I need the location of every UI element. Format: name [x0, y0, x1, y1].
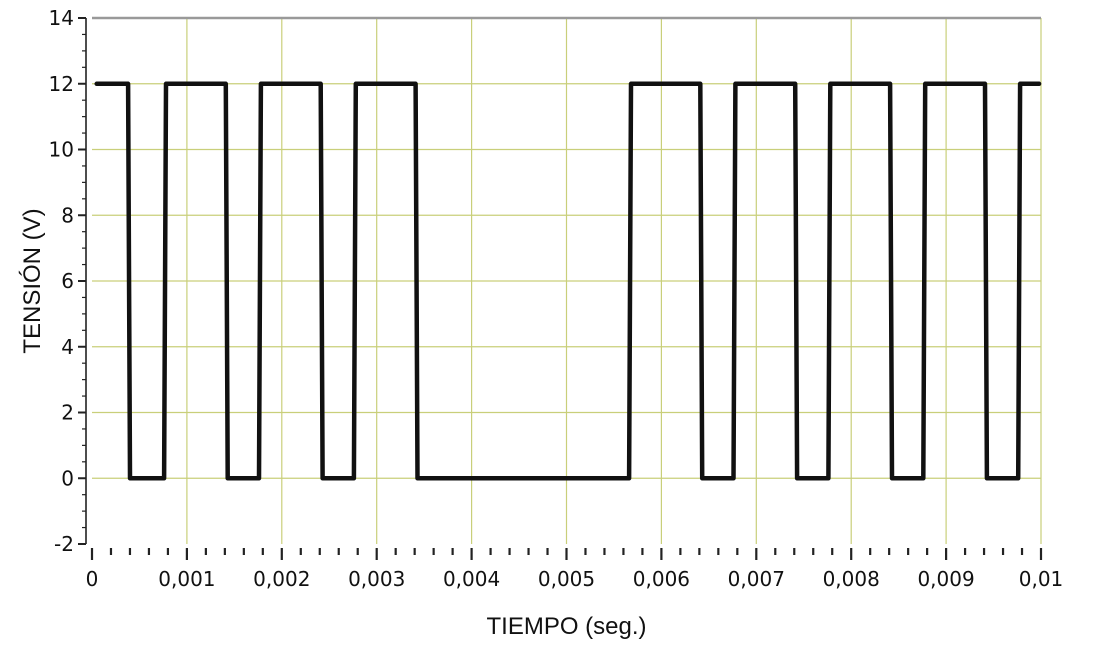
x-ticks: 0 0,001 0,002 0,003 0,004 0,005 0,006 0,007 0,00… — [86, 548, 1064, 591]
y-tick-label: -2 — [54, 532, 74, 556]
y-tick-label: 2 — [61, 401, 74, 425]
y-tick-label: 0 — [61, 466, 74, 490]
y-tick-label: 14 — [49, 6, 74, 30]
x-tick-label: 0 — [86, 567, 99, 591]
x-axis-title: TIEMPO (seg.) — [486, 613, 646, 640]
y-tick-label: 4 — [61, 335, 74, 359]
x-tick-label: 0,007 — [728, 567, 785, 591]
x-tick-label: 0,01 — [1019, 567, 1064, 591]
voltage-series-line — [94, 81, 1042, 481]
x-tick-label: 0,008 — [823, 567, 880, 591]
y-tick-label: 8 — [61, 203, 74, 227]
y-tick-label: 12 — [49, 72, 74, 96]
x-tick-label: 0,002 — [253, 567, 310, 591]
grid-lines — [92, 18, 1042, 544]
y-ticks: -2 0 2 4 6 8 10 12 14 — [49, 6, 86, 556]
x-tick-label: 0,005 — [538, 567, 595, 591]
y-tick-label: 6 — [61, 269, 74, 293]
x-tick-label: 0,009 — [917, 567, 974, 591]
y-axis-title: TENSIÓN (V) — [19, 208, 46, 353]
x-tick-label: 0,004 — [443, 567, 500, 591]
x-tick-label: 0,001 — [158, 567, 215, 591]
y-tick-label: 10 — [49, 138, 74, 162]
x-tick-label: 0,006 — [633, 567, 690, 591]
series-layer — [94, 81, 1042, 481]
x-tick-label: 0,003 — [348, 567, 405, 591]
